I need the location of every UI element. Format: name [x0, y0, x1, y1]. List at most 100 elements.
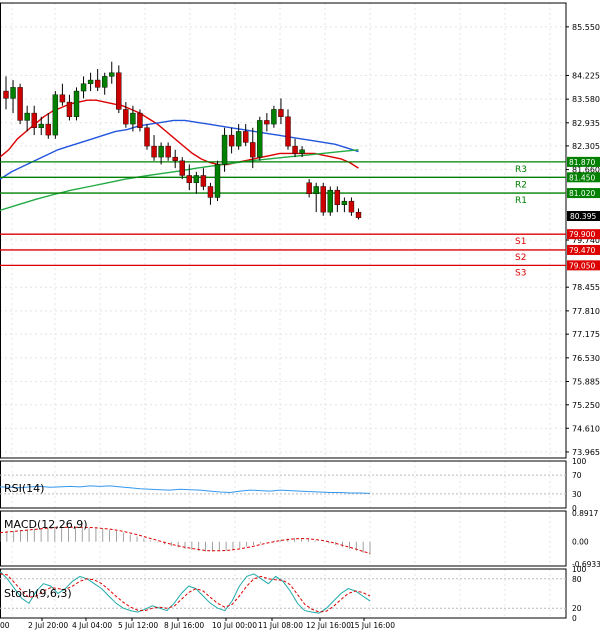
- stoch-tick-label: 80: [572, 575, 582, 584]
- level-price-label: 81.450: [569, 173, 595, 182]
- candle-body: [207, 186, 214, 198]
- level-name-label: S1: [515, 237, 526, 247]
- price-tick-label: 83.580: [572, 95, 600, 104]
- stoch-signal-line: [0, 573, 371, 613]
- price-tick-label: 74.610: [572, 424, 600, 433]
- price-tick-label: 75.250: [572, 401, 600, 410]
- candle-body: [250, 142, 256, 158]
- stoch-tick-label: 20: [572, 604, 582, 613]
- level-price-label: 79.470: [569, 246, 595, 255]
- candle-body: [228, 134, 235, 147]
- candle-body: [292, 145, 298, 154]
- candle-body: [242, 131, 249, 143]
- candle-body: [278, 109, 284, 117]
- candle-body: [348, 200, 355, 213]
- candle-body: [123, 109, 129, 125]
- candle-body: [137, 112, 143, 128]
- panel-border: [0, 2, 567, 459]
- price-tick-label: 85.550: [572, 23, 600, 32]
- level-name-label: R2: [515, 180, 527, 190]
- panel-border: [0, 510, 567, 567]
- price-tick-label: 73.965: [572, 448, 600, 457]
- level-name-label: S2: [515, 253, 526, 263]
- current-price-tag: [567, 211, 600, 222]
- stoch-main-line: [0, 571, 371, 614]
- time-tick-label: 5 Jul 12:00: [118, 621, 158, 630]
- level-price-label: 79.050: [569, 261, 595, 270]
- candle-body: [186, 175, 193, 183]
- candle-body: [45, 123, 51, 136]
- macd-tick-label: 0.00: [572, 538, 589, 547]
- candle-body: [101, 76, 108, 88]
- candle-body: [172, 156, 178, 161]
- candle-body: [144, 127, 150, 147]
- level-price-tag: [567, 244, 600, 255]
- candle-body: [109, 72, 115, 77]
- rsi-title: RSI(14): [4, 482, 44, 495]
- candle-body: [235, 131, 242, 147]
- level-price-label: 81.870: [569, 158, 595, 167]
- candle-body: [116, 72, 122, 110]
- candle-body: [165, 145, 171, 158]
- candle-body: [299, 149, 305, 154]
- macd-title: MACD(12,26,9): [4, 518, 88, 531]
- macd-signal-line: [0, 526, 371, 554]
- candle-body: [38, 123, 44, 128]
- price-tick-label: 77.810: [572, 307, 600, 316]
- candle-body: [59, 94, 66, 103]
- candle-body: [200, 175, 207, 187]
- price-tick-label: 79.740: [572, 236, 600, 245]
- candle-body: [17, 87, 23, 121]
- price-tick-label: 75.885: [572, 377, 600, 386]
- time-tick-label: 12 Jul 16:00: [306, 621, 351, 630]
- level-price-label: 81.020: [569, 189, 595, 198]
- price-tick-label: 77.175: [572, 330, 600, 339]
- candle-body: [10, 87, 16, 99]
- level-price-tag: [567, 229, 600, 240]
- candle-body: [264, 120, 270, 125]
- candle-body: [87, 79, 94, 84]
- level-price-tag: [567, 172, 600, 183]
- time-tick-label: 2 Jul 20:00: [28, 621, 68, 630]
- panel-border: [0, 568, 567, 619]
- candle-body: [80, 83, 87, 92]
- price-tick-label: 76.530: [572, 354, 600, 363]
- time-tick-label: 8 Jul 16:00: [164, 621, 204, 630]
- candle-body: [158, 145, 164, 158]
- time-tick-label: 4 Jul 04:00: [72, 621, 112, 630]
- time-tick-label: 00: [0, 621, 10, 630]
- candle-body: [271, 109, 277, 125]
- rsi-line: [0, 485, 371, 494]
- candle-body: [179, 160, 185, 176]
- candle-body: [3, 90, 9, 99]
- candle-body: [193, 175, 200, 183]
- candle-body: [151, 145, 157, 158]
- price-tick-label: 81.660: [572, 166, 600, 175]
- time-tick-label: 11 Jul 08:00: [258, 621, 303, 630]
- candle-body: [285, 116, 291, 147]
- panel-border: [0, 460, 567, 509]
- rsi-tick-label: 0: [572, 504, 577, 513]
- level-price-tag: [567, 260, 600, 271]
- level-name-label: R1: [515, 196, 527, 206]
- candle-body: [327, 189, 333, 213]
- candle-body: [320, 186, 326, 213]
- level-name-label: S3: [515, 268, 526, 278]
- candle-body: [341, 200, 348, 206]
- candle-body: [130, 112, 136, 125]
- level-name-label: R3: [515, 165, 527, 175]
- level-price-tag: [567, 156, 600, 167]
- macd-tick-label: -0.6933: [572, 560, 600, 569]
- candle-body: [31, 112, 37, 128]
- candle-body: [73, 90, 80, 117]
- candle-body: [257, 120, 263, 158]
- candle-body: [355, 211, 362, 218]
- current-price-label: 80.395: [570, 212, 596, 221]
- moving-average-line: [0, 99, 359, 169]
- rsi-tick-label: 30: [572, 490, 582, 499]
- time-tick-label: 15 Jul 16:00: [350, 621, 395, 630]
- candle-body: [214, 164, 221, 198]
